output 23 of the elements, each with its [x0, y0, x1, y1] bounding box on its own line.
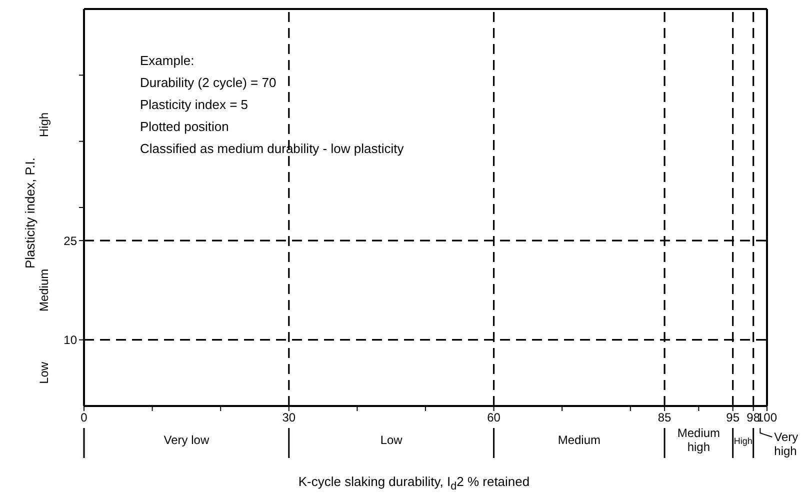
- x-tick-label: 95: [726, 410, 740, 425]
- annotation: Plasticity index = 5: [140, 96, 250, 114]
- text: Medium: [558, 433, 601, 447]
- text: Low: [37, 362, 51, 384]
- y-tick-label: 10: [64, 333, 78, 348]
- text: High: [37, 112, 51, 138]
- text: High: [734, 436, 752, 446]
- annotation: Example:: [140, 52, 196, 70]
- annotation: Plotted position: [140, 118, 230, 136]
- text: Very low: [164, 433, 210, 447]
- x-tick-label: 85: [658, 410, 672, 425]
- x-tick-label: 60: [487, 410, 501, 425]
- text: Low: [380, 433, 403, 447]
- text: Medium high: [677, 426, 720, 454]
- text: Medium: [37, 268, 51, 312]
- y-tick-label: 25: [64, 234, 78, 248]
- annotation: Durability (2 cycle) = 70: [140, 74, 278, 92]
- x-tick-label: 30: [282, 410, 296, 425]
- x-tick-label: 0: [80, 410, 88, 425]
- y-axis-title: Plasticity index, P.I.: [22, 157, 38, 269]
- x-axis-title: K-cycle slaking durability, I$_{d}$2 % retained: [297, 474, 531, 493]
- annotation: Classified as medium durability - low plasticity: [140, 140, 404, 158]
- text: Very high: [774, 430, 798, 458]
